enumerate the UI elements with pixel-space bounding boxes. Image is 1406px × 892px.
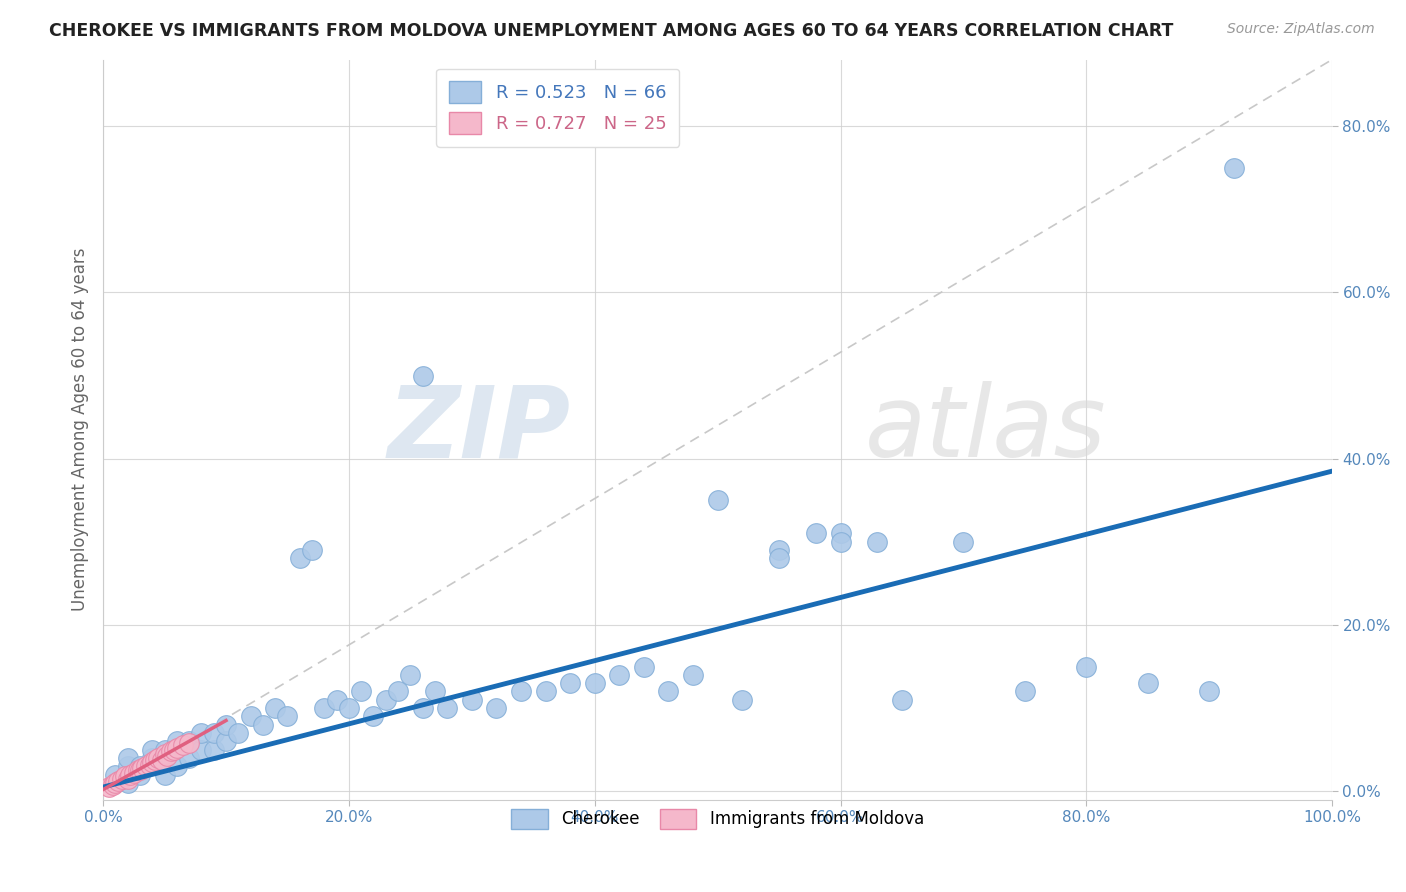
- Point: [374, 692, 396, 706]
- Point: [558, 676, 581, 690]
- Text: Source: ZipAtlas.com: Source: ZipAtlas.com: [1227, 22, 1375, 37]
- Text: atlas: atlas: [865, 381, 1107, 478]
- Point: [122, 766, 145, 780]
- Point: [314, 701, 336, 715]
- Point: [891, 692, 914, 706]
- Point: [143, 753, 166, 767]
- Point: [731, 692, 754, 706]
- Point: [1014, 684, 1036, 698]
- Point: [1076, 659, 1098, 673]
- Point: [129, 764, 152, 778]
- Point: [163, 742, 186, 756]
- Point: [120, 767, 142, 781]
- Point: [159, 744, 181, 758]
- Point: [127, 764, 149, 778]
- Point: [952, 534, 974, 549]
- Point: [534, 684, 557, 698]
- Point: [153, 751, 176, 765]
- Point: [264, 701, 287, 715]
- Text: CHEROKEE VS IMMIGRANTS FROM MOLDOVA UNEMPLOYMENT AMONG AGES 60 TO 64 YEARS CORRE: CHEROKEE VS IMMIGRANTS FROM MOLDOVA UNEM…: [49, 22, 1174, 40]
- Point: [179, 736, 201, 750]
- Point: [117, 751, 139, 765]
- Point: [172, 739, 194, 753]
- Point: [166, 759, 188, 773]
- Point: [866, 534, 889, 549]
- Point: [350, 684, 373, 698]
- Point: [239, 709, 262, 723]
- Text: ZIP: ZIP: [387, 381, 569, 478]
- Point: [657, 684, 679, 698]
- Point: [1223, 161, 1246, 175]
- Point: [215, 717, 238, 731]
- Point: [114, 769, 136, 783]
- Y-axis label: Unemployment Among Ages 60 to 64 years: Unemployment Among Ages 60 to 64 years: [72, 248, 89, 611]
- Point: [104, 767, 127, 781]
- Point: [830, 534, 852, 549]
- Point: [141, 755, 163, 769]
- Point: [179, 751, 201, 765]
- Point: [156, 749, 179, 764]
- Point: [804, 526, 827, 541]
- Point: [117, 772, 139, 786]
- Point: [276, 709, 298, 723]
- Point: [510, 684, 533, 698]
- Point: [190, 726, 212, 740]
- Point: [436, 701, 458, 715]
- Point: [129, 767, 152, 781]
- Point: [104, 776, 127, 790]
- Point: [226, 726, 249, 740]
- Point: [190, 742, 212, 756]
- Point: [179, 734, 201, 748]
- Point: [706, 493, 728, 508]
- Point: [148, 751, 170, 765]
- Point: [153, 742, 176, 756]
- Point: [141, 742, 163, 756]
- Point: [768, 543, 790, 558]
- Point: [150, 753, 173, 767]
- Point: [252, 717, 274, 731]
- Point: [166, 741, 188, 756]
- Point: [135, 759, 157, 773]
- Point: [768, 551, 790, 566]
- Point: [202, 726, 225, 740]
- Point: [131, 761, 153, 775]
- Point: [363, 709, 385, 723]
- Point: [1136, 676, 1159, 690]
- Point: [583, 676, 606, 690]
- Point: [1198, 684, 1220, 698]
- Point: [288, 551, 311, 566]
- Point: [104, 776, 127, 790]
- Point: [117, 776, 139, 790]
- Point: [101, 778, 124, 792]
- Point: [166, 734, 188, 748]
- Point: [830, 526, 852, 541]
- Point: [110, 772, 132, 786]
- Point: [215, 734, 238, 748]
- Point: [399, 668, 422, 682]
- Point: [202, 742, 225, 756]
- Point: [607, 668, 630, 682]
- Point: [461, 692, 484, 706]
- Point: [139, 757, 162, 772]
- Point: [412, 701, 434, 715]
- Point: [412, 368, 434, 383]
- Point: [153, 767, 176, 781]
- Point: [423, 684, 446, 698]
- Point: [107, 774, 129, 789]
- Point: [141, 751, 163, 765]
- Point: [153, 747, 176, 761]
- Point: [325, 692, 347, 706]
- Point: [682, 668, 704, 682]
- Point: [633, 659, 655, 673]
- Point: [485, 701, 508, 715]
- Legend: Cherokee, Immigrants from Moldova: Cherokee, Immigrants from Moldova: [505, 802, 931, 836]
- Point: [387, 684, 409, 698]
- Point: [117, 759, 139, 773]
- Point: [129, 759, 152, 773]
- Point: [301, 543, 323, 558]
- Point: [98, 780, 121, 794]
- Point: [337, 701, 360, 715]
